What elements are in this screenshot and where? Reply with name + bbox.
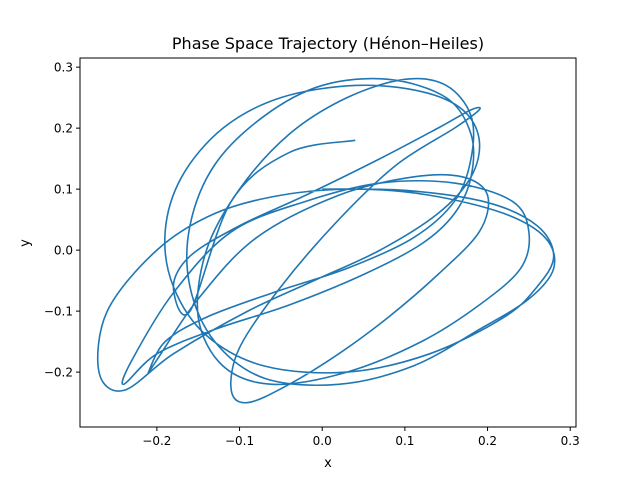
x-tick-label: 0.1 xyxy=(395,434,414,448)
y-tick-label: −0.2 xyxy=(44,366,73,380)
x-tick-label: 0.2 xyxy=(478,434,497,448)
chart-title: Phase Space Trajectory (Hénon–Heiles) xyxy=(172,34,484,53)
x-tick-label: 0.3 xyxy=(561,434,580,448)
x-tick-label: −0.2 xyxy=(142,434,171,448)
x-axis-label: x xyxy=(324,456,332,471)
y-axis-ticks: −0.2 −0.1 0.0 0.1 0.2 0.3 xyxy=(44,61,80,380)
plot-area xyxy=(79,57,577,428)
y-tick-label: 0.2 xyxy=(54,122,73,136)
axes-frame xyxy=(79,57,577,428)
y-tick-label: −0.1 xyxy=(44,305,73,319)
x-axis-ticks: −0.2 −0.1 0.0 0.1 0.2 0.3 xyxy=(142,427,580,448)
y-tick-label: 0.3 xyxy=(54,61,73,75)
x-tick-label: −0.1 xyxy=(225,434,254,448)
y-tick-label: 0.0 xyxy=(54,244,73,258)
y-tick-label: 0.1 xyxy=(54,183,73,197)
x-tick-label: 0.0 xyxy=(313,434,332,448)
y-axis-label: y xyxy=(18,239,33,247)
trajectory-line-0 xyxy=(96,77,556,404)
